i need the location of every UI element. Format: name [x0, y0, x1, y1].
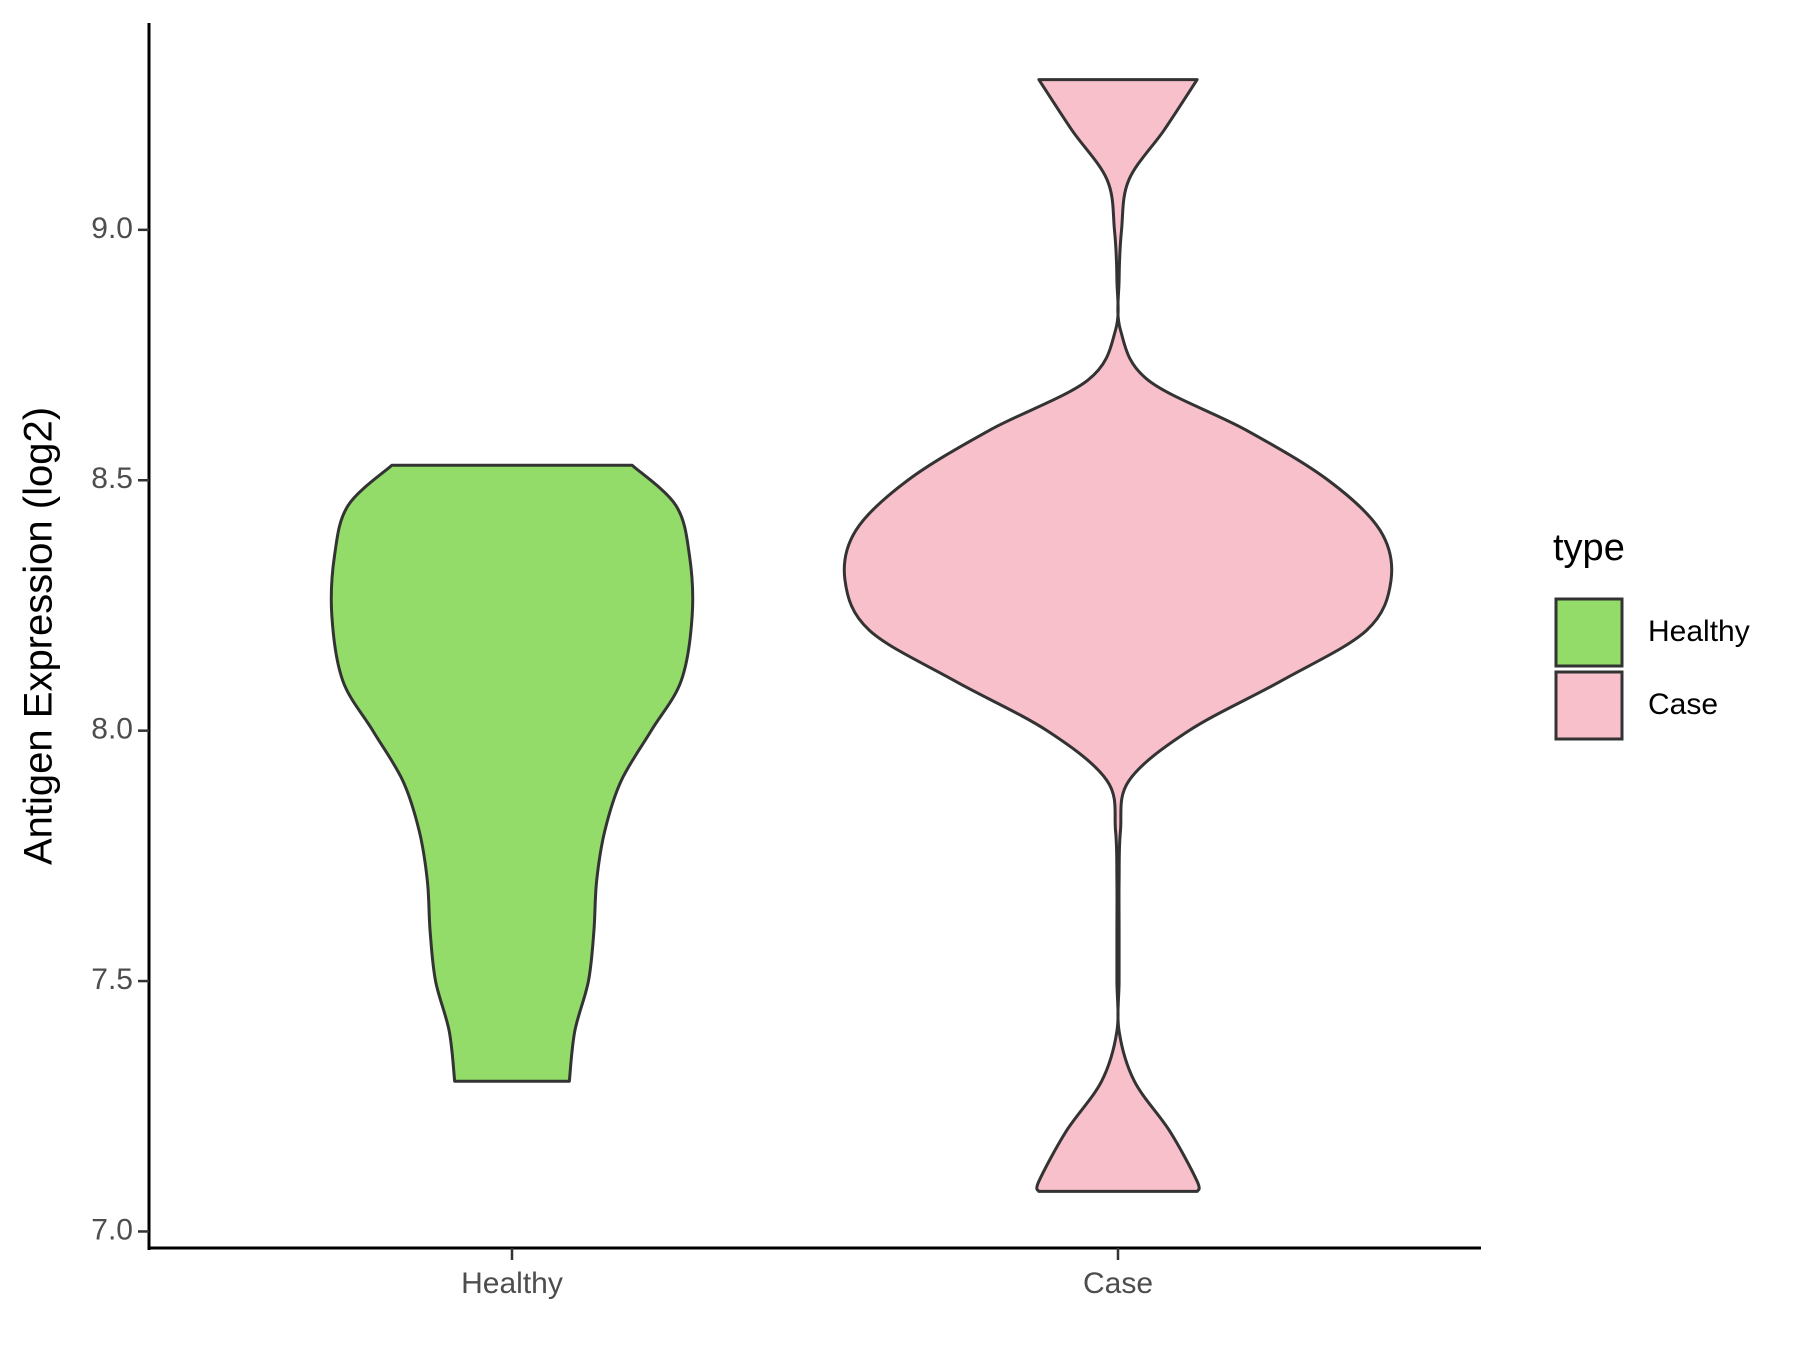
y-axis-title: Antigen Expression (log2) — [17, 407, 61, 865]
violin-half — [512, 463, 695, 1083]
legend-key — [1554, 597, 1624, 668]
y-tick-label: 7.5 — [91, 963, 133, 996]
violin-half — [842, 78, 1120, 1193]
violin-half — [329, 463, 512, 1083]
y-tick-label: 8.0 — [91, 713, 133, 746]
legend-key — [1554, 670, 1624, 741]
y-tick-label: 7.0 — [91, 1213, 133, 1246]
x-tick-label: Healthy — [461, 1267, 563, 1300]
y-tick-label: 8.5 — [91, 462, 133, 495]
legend-label: Healthy — [1648, 615, 1750, 648]
legend-title: type — [1553, 527, 1625, 569]
legend-label: Case — [1648, 688, 1718, 721]
x-tick-label: Case — [1083, 1267, 1153, 1300]
y-tick-label: 9.0 — [91, 212, 133, 245]
violin-half — [1116, 78, 1394, 1193]
